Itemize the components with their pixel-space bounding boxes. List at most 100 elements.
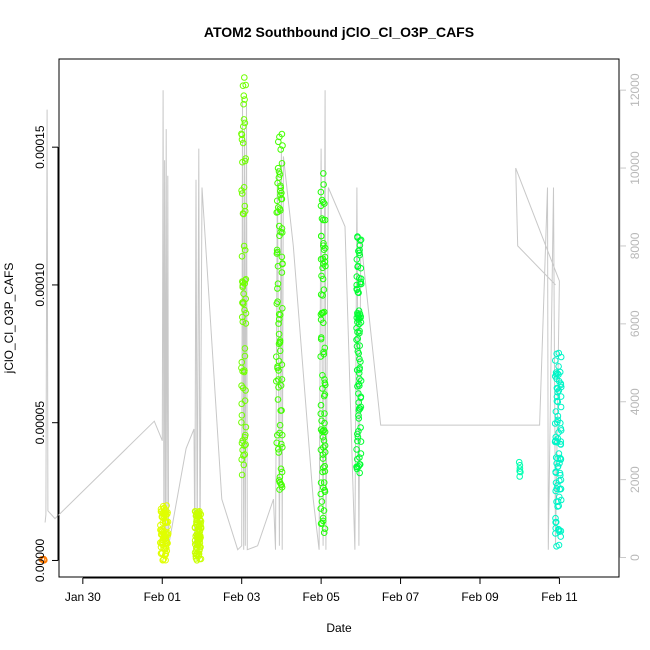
data-point (278, 440, 285, 448)
data-point (275, 449, 283, 456)
data-point (242, 81, 249, 89)
data-point (318, 498, 326, 505)
data-point (320, 246, 328, 253)
data-point (321, 525, 329, 533)
data-point (274, 298, 281, 306)
data-point (552, 530, 559, 537)
data-point (275, 340, 283, 348)
x-tick-label: Feb 09 (461, 590, 499, 604)
data-point (274, 208, 282, 216)
data-point (357, 450, 365, 457)
data-point (353, 281, 361, 289)
data-point (238, 136, 246, 143)
data-point (238, 471, 246, 479)
data-point (191, 541, 199, 548)
data-point (552, 357, 559, 364)
data-point (318, 417, 325, 425)
data-point (516, 473, 524, 480)
data-point (164, 539, 171, 547)
data-point (238, 456, 245, 463)
x-tick-label: Feb 05 (302, 590, 340, 604)
data-point (552, 514, 559, 522)
x-axis-label: Date (326, 621, 352, 635)
data-point (354, 383, 361, 390)
data-point (239, 437, 246, 444)
data-point (238, 190, 246, 197)
data-point (276, 232, 283, 239)
data-points (38, 74, 565, 564)
data-point (321, 344, 329, 352)
data-point (275, 384, 282, 391)
data-point (162, 556, 169, 564)
data-point (320, 170, 327, 177)
data-point (317, 505, 325, 512)
data-point (554, 398, 562, 406)
data-point (279, 260, 286, 267)
altitude-line (44, 90, 560, 551)
data-point (551, 438, 559, 445)
data-point (552, 408, 560, 415)
data-point (278, 160, 286, 167)
data-point (277, 184, 285, 191)
data-point (321, 216, 329, 224)
y-axis-label: jClO_Cl_O3P_CAFS (2, 263, 16, 375)
y2-tick-label: 12000 (628, 73, 642, 107)
data-point (274, 280, 282, 288)
data-point (557, 353, 565, 361)
data-point (317, 401, 325, 409)
data-point (321, 462, 329, 470)
data-point (241, 345, 249, 352)
data-point (238, 412, 246, 419)
data-point (317, 410, 325, 418)
data-point (241, 119, 249, 127)
data-point (555, 363, 562, 370)
data-point (557, 403, 565, 411)
data-point (275, 138, 282, 146)
data-point (556, 368, 564, 376)
data-point (353, 285, 361, 293)
data-point (278, 225, 286, 232)
data-point (278, 484, 286, 491)
data-point (278, 195, 286, 203)
data-point (275, 316, 283, 323)
y-tick-label: 0.00015 (33, 125, 47, 169)
x-tick-label: Feb 01 (144, 590, 182, 604)
data-point (552, 468, 559, 476)
data-point (354, 262, 362, 270)
data-point (239, 446, 246, 454)
data-point (274, 396, 282, 403)
data-point (242, 387, 249, 394)
data-point (355, 405, 363, 412)
altitude-series (44, 90, 560, 551)
data-point (320, 464, 327, 471)
data-point (238, 419, 245, 426)
data-point (241, 96, 248, 103)
y-tick-label: 0.00000 (33, 538, 47, 582)
data-point (191, 549, 199, 556)
data-point (273, 439, 281, 447)
data-point (239, 283, 246, 291)
data-point (274, 364, 281, 372)
data-point (357, 394, 365, 402)
data-point (318, 215, 326, 222)
data-point (277, 146, 285, 153)
data-point (552, 479, 560, 487)
data-point (355, 307, 363, 315)
data-point (552, 369, 560, 376)
data-point (239, 82, 247, 89)
data-point (320, 348, 327, 356)
data-point (158, 531, 166, 538)
data-point (354, 233, 361, 240)
data-point (318, 272, 325, 280)
data-point (355, 415, 363, 422)
data-point (163, 502, 170, 509)
data-point (557, 427, 565, 434)
data-point (317, 255, 325, 263)
data-point (317, 353, 325, 360)
data-point (555, 525, 562, 533)
data-point (274, 248, 281, 256)
data-point (557, 496, 565, 504)
data-point (357, 358, 364, 366)
data-point (197, 534, 204, 541)
